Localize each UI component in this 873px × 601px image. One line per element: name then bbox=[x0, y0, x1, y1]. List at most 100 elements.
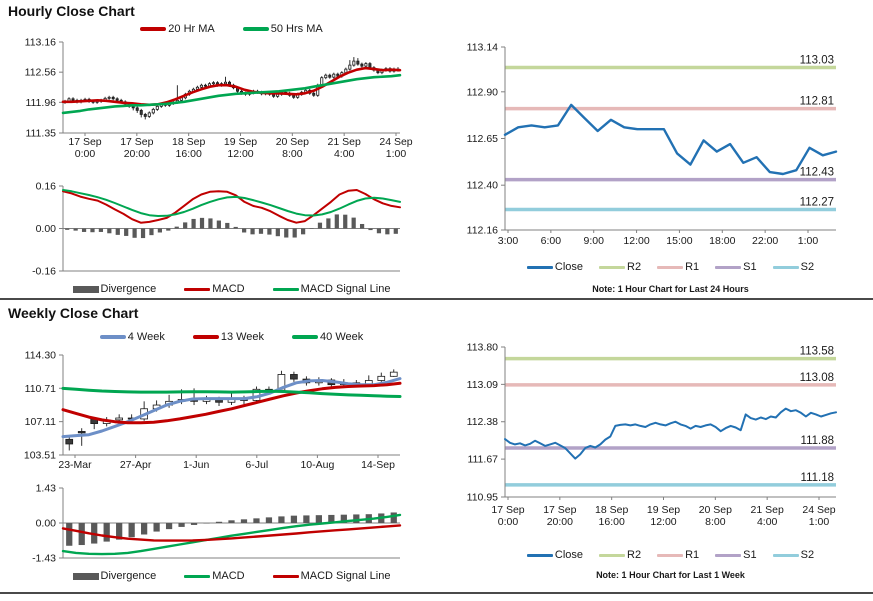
legend-label: MACD Signal Line bbox=[300, 570, 391, 582]
bottom-divider bbox=[0, 592, 873, 594]
weekly-pivot-note: Note: 1 Hour Chart for Last 1 Week bbox=[596, 570, 745, 580]
ma4w-swatch-icon bbox=[99, 335, 126, 339]
legend-label: R2 bbox=[627, 261, 642, 273]
svg-text:112.90: 112.90 bbox=[467, 86, 498, 98]
r1-swatch-icon bbox=[657, 553, 684, 557]
legend-label: Divergence bbox=[100, 283, 157, 295]
svg-text:112.65: 112.65 bbox=[467, 133, 498, 145]
legend-item: R1 bbox=[657, 549, 699, 561]
svg-text:19 Sep: 19 Sep bbox=[647, 504, 680, 516]
svg-text:6-Jul: 6-Jul bbox=[245, 459, 268, 471]
macd-swatch-icon bbox=[184, 574, 211, 578]
svg-text:113.14: 113.14 bbox=[467, 42, 498, 54]
legend-label: S1 bbox=[743, 549, 757, 561]
svg-text:0.16: 0.16 bbox=[36, 181, 57, 193]
svg-text:1:00: 1:00 bbox=[798, 235, 819, 247]
legend-label: R2 bbox=[627, 549, 642, 561]
svg-text:4:00: 4:00 bbox=[757, 516, 778, 528]
legend-item: 20 Hr MA bbox=[140, 23, 215, 35]
svg-text:112.56: 112.56 bbox=[25, 67, 56, 79]
weekly-section-title: Weekly Close Chart bbox=[8, 305, 139, 321]
svg-text:113.08: 113.08 bbox=[800, 372, 834, 384]
svg-text:111.96: 111.96 bbox=[25, 97, 56, 109]
svg-text:18 Sep: 18 Sep bbox=[595, 504, 628, 516]
legend-label: 20 Hr MA bbox=[168, 23, 215, 35]
legend-label: 4 Week bbox=[127, 331, 165, 343]
svg-text:9:00: 9:00 bbox=[583, 235, 604, 247]
svg-text:12:00: 12:00 bbox=[650, 516, 676, 528]
legend-label: R1 bbox=[685, 261, 700, 273]
legend-label: R1 bbox=[685, 549, 700, 561]
svg-text:113.58: 113.58 bbox=[800, 346, 834, 358]
legend-label: MACD bbox=[212, 570, 245, 582]
svg-text:17 Sep: 17 Sep bbox=[68, 136, 101, 148]
r2-swatch-icon bbox=[599, 265, 626, 269]
legend-item: R2 bbox=[599, 261, 641, 273]
svg-text:113.09: 113.09 bbox=[467, 379, 498, 391]
legend-label: MACD bbox=[212, 283, 245, 295]
svg-text:0:00: 0:00 bbox=[498, 516, 519, 528]
svg-text:1.43: 1.43 bbox=[36, 483, 57, 495]
svg-text:103.51: 103.51 bbox=[24, 450, 56, 462]
close-swatch-icon bbox=[526, 553, 553, 557]
svg-text:20:00: 20:00 bbox=[124, 148, 150, 160]
svg-text:6:00: 6:00 bbox=[541, 235, 562, 247]
legend-item: MACD bbox=[184, 570, 245, 582]
hourly-pivot-note: Note: 1 Hour Chart for Last 24 Hours bbox=[592, 284, 749, 294]
svg-text:4:00: 4:00 bbox=[334, 148, 355, 160]
section-divider bbox=[0, 298, 873, 300]
svg-text:113.16: 113.16 bbox=[25, 37, 56, 49]
legend-label: Close bbox=[554, 549, 584, 561]
svg-text:112.16: 112.16 bbox=[467, 225, 498, 237]
macd-signal-swatch-icon bbox=[272, 287, 299, 291]
svg-text:112.38: 112.38 bbox=[467, 416, 498, 428]
svg-text:111.88: 111.88 bbox=[801, 435, 834, 447]
svg-text:110.95: 110.95 bbox=[467, 492, 498, 504]
svg-text:24 Sep: 24 Sep bbox=[802, 504, 835, 516]
svg-text:3:00: 3:00 bbox=[498, 235, 519, 247]
svg-text:20 Sep: 20 Sep bbox=[699, 504, 732, 516]
svg-text:1-Jun: 1-Jun bbox=[183, 459, 209, 471]
weekly-pivot-chart: 113.58 113.08 111.88 111.18 113.80 113.09 112.… bbox=[467, 342, 837, 528]
weekly-pivot-legend: Close R2 R1 S1 S2 bbox=[505, 548, 836, 562]
legend-item: Close bbox=[526, 549, 584, 561]
svg-text:113.03: 113.03 bbox=[800, 55, 834, 67]
legend-item: Divergence bbox=[72, 283, 157, 295]
legend-label: Close bbox=[554, 261, 584, 273]
svg-text:8:00: 8:00 bbox=[282, 148, 303, 160]
legend-label: 50 Hrs MA bbox=[270, 23, 323, 35]
hourly-macd-chart: 0.16 0.00 -0.16 bbox=[32, 181, 401, 278]
legend-item: Divergence bbox=[72, 570, 157, 582]
legend-item: 40 Week bbox=[292, 331, 363, 343]
legend-label: MACD Signal Line bbox=[300, 283, 391, 295]
svg-text:111.67: 111.67 bbox=[467, 454, 498, 466]
s1-swatch-icon bbox=[715, 553, 742, 557]
hourly-pivot-legend: Close R2 R1 S1 S2 bbox=[505, 260, 836, 274]
svg-text:17 Sep: 17 Sep bbox=[543, 504, 576, 516]
hourly-price-legend: 20 Hr MA 50 Hrs MA bbox=[63, 22, 400, 36]
svg-text:19 Sep: 19 Sep bbox=[224, 136, 257, 148]
weekly-macd-chart: 1.43 0.00 -1.43 bbox=[32, 483, 402, 565]
svg-text:112.81: 112.81 bbox=[800, 96, 834, 108]
svg-text:18 Sep: 18 Sep bbox=[172, 136, 205, 148]
legend-label: Divergence bbox=[100, 570, 157, 582]
legend-item: S2 bbox=[772, 549, 814, 561]
legend-item: Close bbox=[526, 261, 584, 273]
svg-text:23-Mar: 23-Mar bbox=[58, 459, 92, 471]
legend-item: S2 bbox=[772, 261, 814, 273]
svg-text:21 Sep: 21 Sep bbox=[751, 504, 784, 516]
svg-text:12:00: 12:00 bbox=[623, 235, 649, 247]
svg-text:20:00: 20:00 bbox=[547, 516, 573, 528]
legend-item: MACD Signal Line bbox=[272, 570, 391, 582]
legend-item: 4 Week bbox=[99, 331, 165, 343]
legend-item: 50 Hrs MA bbox=[242, 23, 323, 35]
svg-text:-1.43: -1.43 bbox=[32, 553, 56, 565]
legend-item: MACD Signal Line bbox=[272, 283, 391, 295]
macd-swatch-icon bbox=[184, 287, 211, 291]
ma50-swatch-icon bbox=[242, 27, 269, 31]
svg-text:24 Sep: 24 Sep bbox=[379, 136, 412, 148]
s1-swatch-icon bbox=[715, 265, 742, 269]
legend-item: S1 bbox=[715, 261, 757, 273]
svg-text:-0.16: -0.16 bbox=[32, 266, 56, 278]
